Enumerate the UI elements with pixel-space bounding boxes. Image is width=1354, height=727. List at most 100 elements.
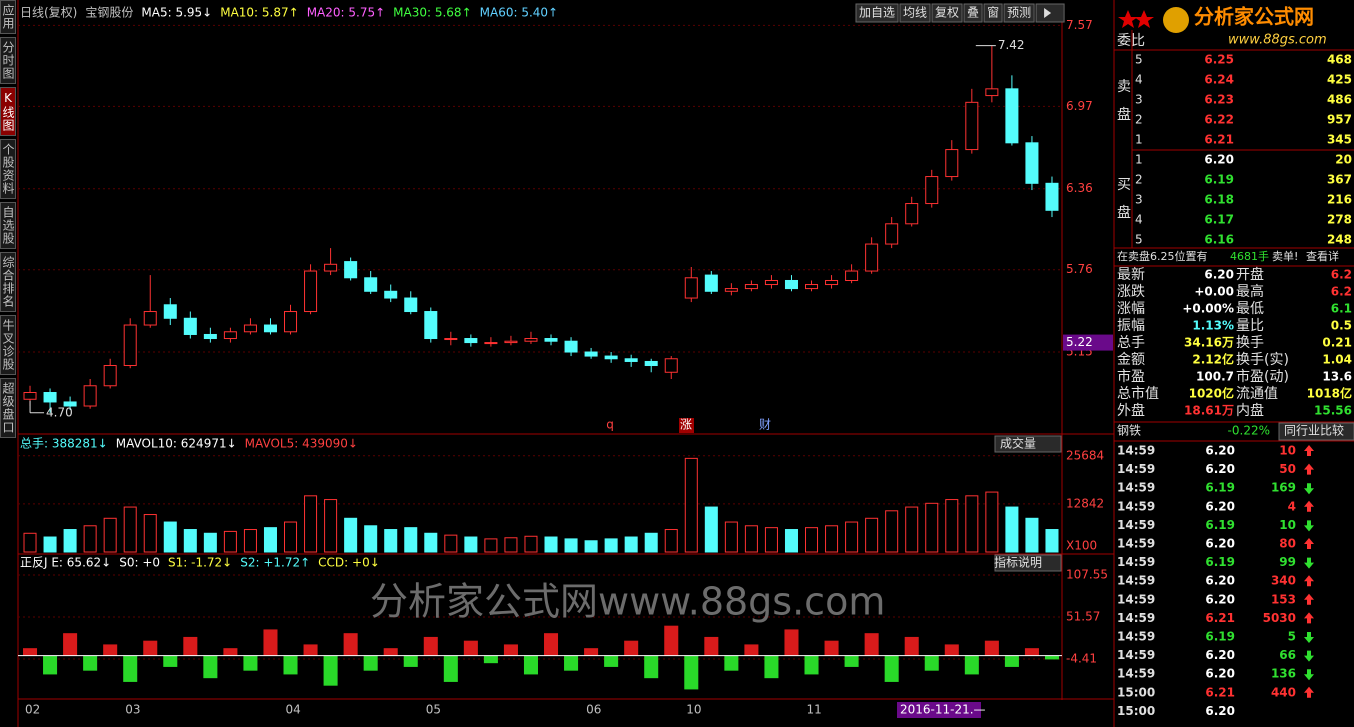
tick-volume: 440 bbox=[1271, 685, 1296, 699]
cursor-date-bg bbox=[897, 702, 981, 718]
tick-volume: 50 bbox=[1279, 462, 1296, 476]
book-volume: 248 bbox=[1327, 233, 1352, 247]
tick-arrow bbox=[1304, 557, 1314, 569]
notice-volume: 4681手 bbox=[1230, 249, 1269, 263]
volume-bar bbox=[664, 529, 678, 553]
volume-bar bbox=[985, 491, 999, 553]
candle-body bbox=[704, 274, 718, 292]
toolbar-button[interactable]: 均线 bbox=[903, 6, 927, 20]
candle-body bbox=[504, 340, 518, 344]
toolbar-button-bg[interactable] bbox=[983, 3, 1003, 23]
candle-body bbox=[263, 324, 277, 333]
candle-body bbox=[845, 270, 859, 281]
tick-volume: 66 bbox=[1279, 648, 1296, 662]
legend-item: 总手: 388281↓ bbox=[20, 437, 108, 451]
candle-body bbox=[744, 284, 758, 290]
tick-time: 14:59 bbox=[1117, 537, 1155, 551]
book-price: 6.21 bbox=[1204, 133, 1234, 147]
toolbar-button[interactable]: 窗 bbox=[987, 6, 999, 20]
tick-price: 6.20 bbox=[1205, 444, 1235, 458]
logo: 分析家公式网 bbox=[1194, 5, 1314, 29]
volume-bar bbox=[444, 534, 458, 553]
industry-link-bg[interactable] bbox=[1278, 422, 1354, 441]
candle-body bbox=[63, 401, 77, 407]
sidebar-tab[interactable]: 个股资料 bbox=[0, 139, 16, 199]
indicator-bar bbox=[43, 655, 58, 675]
stat-value: 15.56 bbox=[1314, 404, 1352, 418]
volume-bar bbox=[644, 532, 658, 553]
sidebar-tab[interactable]: 牛叉诊股 bbox=[0, 315, 16, 375]
indicator-bar bbox=[1004, 655, 1019, 667]
indicator-bar bbox=[283, 655, 298, 675]
volume-bar bbox=[263, 527, 277, 553]
tick-volume: 99 bbox=[1279, 555, 1296, 569]
indicator-bar bbox=[944, 644, 959, 656]
volume-bar bbox=[865, 517, 879, 553]
volume-bar bbox=[284, 521, 298, 553]
volume-bar bbox=[724, 521, 738, 553]
industry-change: -0.22% bbox=[1228, 424, 1270, 438]
book-level: 5 bbox=[1135, 53, 1143, 67]
volume-bar bbox=[764, 527, 778, 553]
indicator-bar bbox=[764, 655, 779, 679]
toolbar-button[interactable]: 复权 bbox=[935, 6, 959, 20]
tick-price: 6.19 bbox=[1205, 518, 1235, 532]
sidebar-tab[interactable]: 分时图 bbox=[0, 37, 16, 84]
tick-volume: 136 bbox=[1271, 667, 1296, 681]
sidebar-tab[interactable]: 自选股 bbox=[0, 202, 16, 249]
candle-body bbox=[1025, 142, 1039, 184]
toolbar-button[interactable]: 预测 bbox=[1007, 6, 1031, 20]
candle-body bbox=[223, 331, 237, 340]
indicator-bar bbox=[203, 655, 218, 679]
panel-button-label[interactable]: 指标说明 bbox=[994, 555, 1042, 570]
indicator-bar bbox=[383, 648, 398, 656]
panel-button[interactable] bbox=[994, 554, 1062, 572]
legend-item: MAVOL5: 439090↓ bbox=[245, 437, 358, 451]
indicator-bar bbox=[343, 633, 358, 656]
sidebar-tab[interactable]: 综合排名 bbox=[0, 252, 16, 312]
candle-body bbox=[805, 284, 819, 290]
y-tick-label: -4.41 bbox=[1066, 651, 1097, 665]
candle-body bbox=[83, 385, 97, 407]
industry-link[interactable]: 同行业比较 bbox=[1284, 423, 1344, 438]
stat-label: 最低 bbox=[1236, 301, 1264, 317]
indicator-bar bbox=[544, 633, 559, 656]
legend-item: MA10: 5.87↑ bbox=[220, 6, 298, 20]
tick-price: 6.20 bbox=[1205, 462, 1235, 476]
tick-price: 6.19 bbox=[1205, 630, 1235, 644]
sidebar-tab[interactable]: 超级盘口 bbox=[0, 378, 16, 438]
tick-price: 6.20 bbox=[1205, 592, 1235, 606]
panel-button[interactable] bbox=[994, 435, 1062, 453]
toolbar-button[interactable]: 叠 bbox=[967, 6, 979, 20]
book-volume: 20 bbox=[1335, 153, 1352, 167]
sidebar-tab[interactable]: 应用 bbox=[0, 0, 16, 34]
candle-body bbox=[23, 392, 37, 400]
indicator-bar bbox=[564, 655, 579, 671]
sidebar-tab[interactable]: K线图 bbox=[0, 87, 16, 136]
volume-bar bbox=[364, 525, 378, 553]
volume-bar bbox=[304, 495, 318, 553]
candle-body bbox=[925, 176, 939, 205]
toolbar-button-bg[interactable] bbox=[1003, 3, 1035, 23]
x-tick-label: 03 bbox=[125, 703, 140, 717]
stat-value: +0.00 bbox=[1194, 285, 1234, 299]
tick-time: 14:59 bbox=[1117, 630, 1155, 644]
legend-item: MA5: 5.95↓ bbox=[141, 6, 212, 20]
notice-link[interactable]: 查看详 bbox=[1306, 249, 1339, 263]
volume-bar bbox=[243, 529, 257, 553]
volume-bar bbox=[384, 529, 398, 553]
toolbar-button-bg[interactable] bbox=[963, 3, 983, 23]
volume-bar bbox=[945, 499, 959, 553]
cursor-price: 5.22 bbox=[1066, 335, 1093, 349]
toolbar-button-bg[interactable] bbox=[899, 3, 931, 23]
tick-time: 14:59 bbox=[1117, 611, 1155, 625]
panel-button-label[interactable]: 成交量 bbox=[1000, 436, 1036, 451]
notice: 在卖盘6.25位置有 bbox=[1117, 249, 1208, 263]
indicator-bar bbox=[103, 644, 118, 656]
toolbar-button-bg[interactable] bbox=[855, 3, 899, 23]
toolbar-button[interactable]: 加自选 bbox=[859, 6, 895, 20]
toolbar-button-bg[interactable] bbox=[931, 3, 963, 23]
star bbox=[1134, 10, 1154, 28]
tick-price: 6.20 bbox=[1205, 648, 1235, 662]
